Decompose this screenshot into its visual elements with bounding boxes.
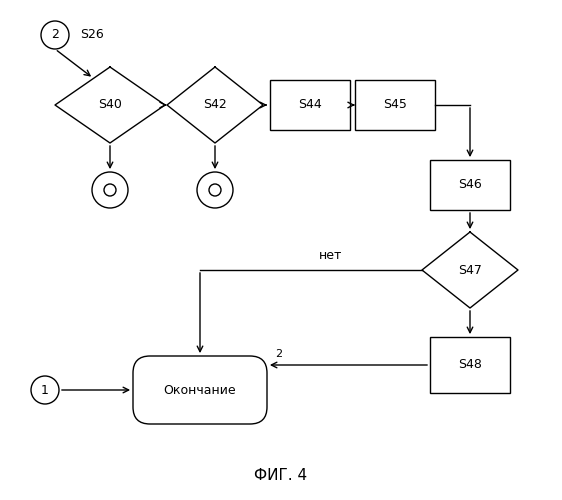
Text: S42: S42 xyxy=(203,98,227,112)
Bar xyxy=(355,80,435,130)
Text: S47: S47 xyxy=(458,264,482,276)
Text: S45: S45 xyxy=(383,98,407,112)
Text: S46: S46 xyxy=(458,178,482,192)
Text: нет: нет xyxy=(319,249,343,262)
Bar xyxy=(430,160,510,210)
Bar xyxy=(430,337,510,393)
Text: ФИГ. 4: ФИГ. 4 xyxy=(255,468,307,482)
Text: Окончание: Окончание xyxy=(164,384,236,396)
Text: S40: S40 xyxy=(98,98,122,112)
Text: 1: 1 xyxy=(41,384,49,396)
Bar xyxy=(270,80,350,130)
Text: S44: S44 xyxy=(298,98,322,112)
Text: 2: 2 xyxy=(51,28,59,42)
Text: S26: S26 xyxy=(80,28,104,42)
Text: 2: 2 xyxy=(275,349,282,359)
FancyBboxPatch shape xyxy=(133,356,267,424)
Text: S48: S48 xyxy=(458,358,482,372)
